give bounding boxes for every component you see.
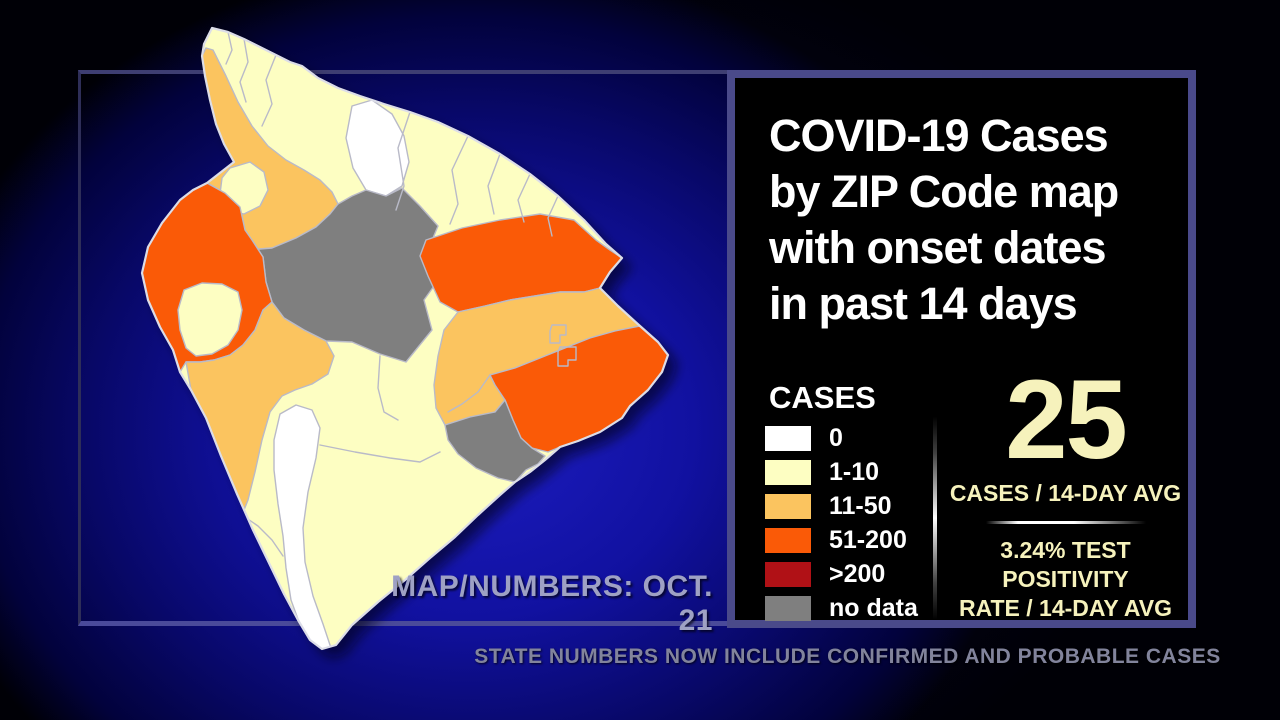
stats-block: 25 CASES / 14-DAY AVG 3.24% TEST POSITIV…: [943, 357, 1188, 623]
positivity-text: 3.24% TEST POSITIVITY RATE / 14-DAY AVG: [943, 536, 1188, 623]
zip-region-honokaa: [345, 99, 410, 197]
legend-row: 0: [765, 426, 918, 451]
cases-avg-value: 25: [1005, 357, 1128, 482]
legend-label: 1-10: [829, 458, 880, 486]
zip-border-line: [395, 111, 411, 211]
zip-border-line: [447, 374, 491, 413]
legend-row: 51-200: [765, 528, 918, 553]
legend-swatch-11-50: [765, 494, 811, 519]
footer-note: STATE NUMBERS NOW INCLUDE CONFIRMED AND …: [474, 645, 1221, 668]
zip-enclave-outline: [557, 346, 577, 367]
legend-swatch-51-200: [765, 528, 811, 553]
zip-border-line: [319, 444, 441, 463]
legend-swatch-0: [765, 426, 811, 451]
legend-label: 51-200: [829, 526, 907, 554]
zip-border-line: [517, 173, 531, 223]
legend-row: 1-10: [765, 460, 918, 485]
horizontal-divider: [985, 521, 1146, 524]
legend-row: no data: [765, 596, 918, 621]
vertical-divider: [933, 416, 937, 620]
legend-swatch-over-200: [765, 562, 811, 587]
positivity-line-1: 3.24% TEST POSITIVITY: [1000, 537, 1131, 592]
zip-region-southwest-coast: [185, 301, 335, 516]
zip-border-line: [487, 153, 501, 215]
legend-label: 0: [829, 424, 843, 452]
info-panel: COVID-19 Cases by ZIP Code map with onse…: [727, 70, 1196, 628]
title-line-4: in past 14 days: [769, 278, 1078, 329]
zip-border-line: [449, 135, 469, 225]
coastline: [140, 26, 670, 651]
legend: 0 1-10 11-50 51-200 >200 no data: [765, 426, 918, 621]
legend-label: 11-50: [829, 492, 892, 520]
graphic-title: COVID-19 Cases by ZIP Code map with onse…: [769, 108, 1169, 332]
cases-avg-label: CASES / 14-DAY AVG: [949, 480, 1182, 506]
legend-row: 11-50: [765, 494, 918, 519]
title-line-3: with onset dates: [769, 222, 1107, 273]
legend-swatch-1-10: [765, 460, 811, 485]
zip-border-line: [225, 31, 233, 65]
map-date-label: MAP/NUMBERS: OCT. 21: [391, 570, 713, 637]
title-line-2: by ZIP Code map: [769, 166, 1119, 217]
legend-label: no data: [829, 594, 918, 622]
zip-enclave-outline: [549, 324, 567, 344]
positivity-line-2: RATE / 14-DAY AVG: [958, 595, 1173, 621]
legend-heading: CASES: [769, 380, 876, 415]
legend-row: >200: [765, 562, 918, 587]
zip-border-line: [261, 54, 277, 127]
zip-border-line: [547, 195, 559, 237]
title-line-1: COVID-19 Cases: [769, 110, 1109, 161]
zip-region-volcano-nodata: [444, 399, 546, 483]
zip-border-line: [377, 355, 399, 421]
legend-swatch-no-data: [765, 596, 811, 621]
zip-region-kona-enclave: [177, 282, 243, 357]
legend-label: >200: [829, 560, 886, 588]
zip-border-line: [239, 38, 249, 103]
zip-border-line: [241, 514, 284, 557]
